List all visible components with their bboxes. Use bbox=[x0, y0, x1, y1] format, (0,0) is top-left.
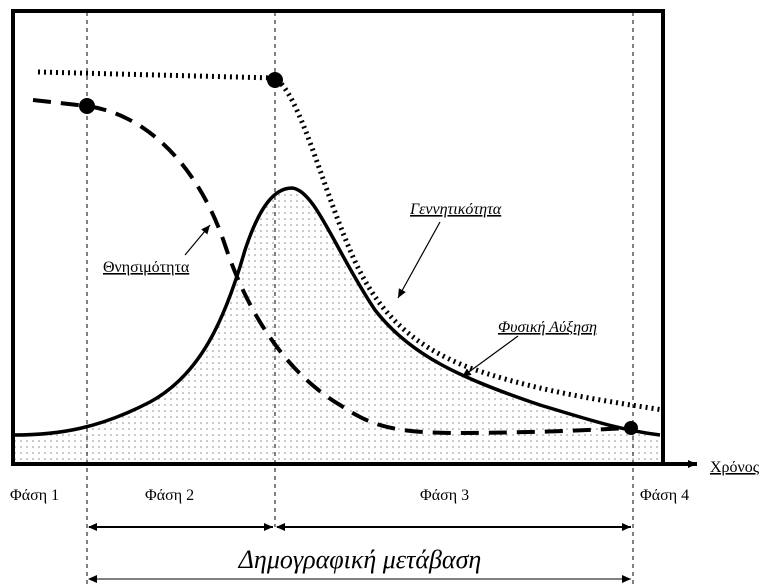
transition-label: Δημογραφική μετάβαση bbox=[238, 545, 482, 574]
x-axis-label: Χρόνος bbox=[710, 459, 760, 476]
death-rate-label: Θνησιμότητα bbox=[103, 259, 190, 276]
death-rate-curve bbox=[32, 98, 631, 436]
label-arrow bbox=[184, 224, 211, 256]
phase-label: Φάση 3 bbox=[420, 487, 469, 504]
natural-increase-label: Φυσική Αύξηση bbox=[498, 319, 597, 336]
point bbox=[79, 98, 95, 114]
point bbox=[624, 421, 638, 435]
phase-label: Φάση 4 bbox=[640, 487, 689, 504]
natural-increase-curve bbox=[13, 186, 661, 437]
label-arrow bbox=[461, 335, 519, 378]
birth-rate-label: Γεννητικότητα bbox=[409, 201, 502, 218]
phase-lines bbox=[86, 12, 634, 584]
point bbox=[267, 72, 283, 88]
natural-increase-area bbox=[14, 188, 660, 462]
phase-label: Φάση 1 bbox=[10, 487, 59, 504]
phase-label: Φάση 2 bbox=[145, 487, 194, 504]
label-arrow bbox=[397, 221, 441, 299]
